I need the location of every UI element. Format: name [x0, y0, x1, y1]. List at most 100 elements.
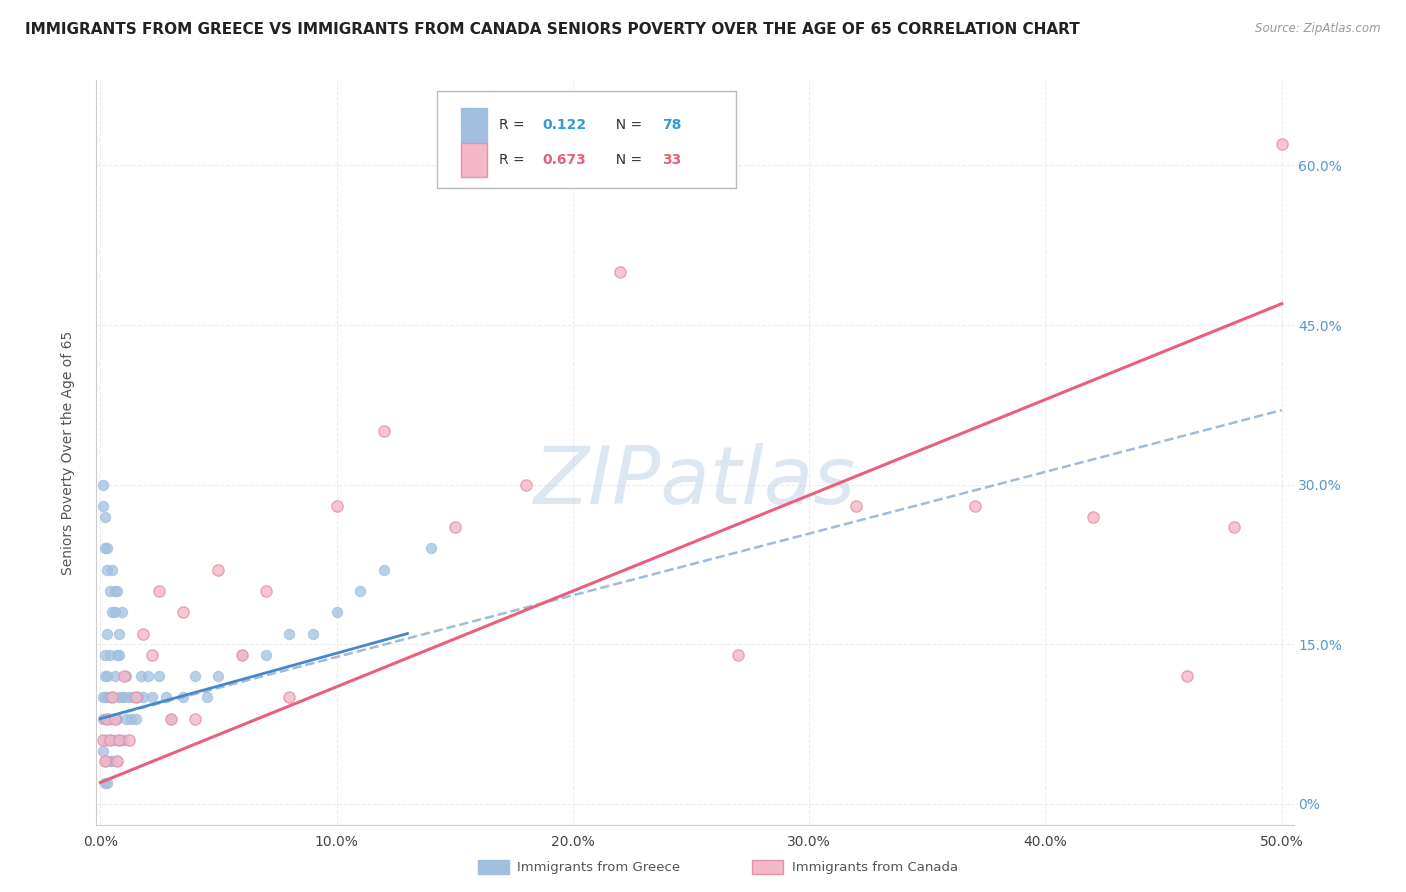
Point — [132, 626, 155, 640]
Point — [963, 499, 986, 513]
Point — [101, 605, 124, 619]
Point — [105, 584, 128, 599]
Point — [1223, 520, 1246, 534]
Point — [349, 584, 371, 599]
Point — [110, 605, 132, 619]
Point — [118, 733, 141, 747]
Point — [136, 669, 159, 683]
Point — [325, 605, 347, 619]
Point — [98, 584, 121, 599]
Point — [108, 690, 131, 705]
Point — [96, 626, 118, 640]
Text: N =: N = — [607, 118, 647, 132]
FancyBboxPatch shape — [461, 144, 488, 177]
Text: R =: R = — [499, 118, 529, 132]
Y-axis label: Seniors Poverty Over the Age of 65: Seniors Poverty Over the Age of 65 — [60, 331, 75, 574]
Point — [278, 626, 301, 640]
Point — [207, 669, 229, 683]
Point — [118, 690, 141, 705]
Point — [125, 690, 148, 705]
Text: N =: N = — [607, 153, 647, 167]
Point — [98, 648, 121, 662]
Point — [103, 605, 125, 619]
Point — [98, 712, 121, 726]
Point — [120, 712, 142, 726]
FancyBboxPatch shape — [437, 92, 737, 188]
Text: Immigrants from Canada: Immigrants from Canada — [792, 861, 957, 873]
Point — [278, 690, 301, 705]
Point — [91, 712, 114, 726]
Text: 0.673: 0.673 — [543, 153, 586, 167]
Point — [94, 775, 117, 789]
Point — [94, 541, 117, 556]
Point — [115, 669, 138, 683]
Point — [96, 669, 118, 683]
Point — [373, 425, 395, 439]
Point — [254, 648, 277, 662]
Point — [98, 690, 121, 705]
FancyBboxPatch shape — [461, 108, 488, 142]
Point — [94, 669, 117, 683]
Point — [110, 690, 132, 705]
Point — [103, 712, 125, 726]
Point — [101, 754, 124, 768]
Point — [105, 754, 128, 768]
Point — [148, 669, 170, 683]
Point — [91, 499, 114, 513]
Point — [101, 690, 124, 705]
Point — [325, 499, 347, 513]
Point — [254, 584, 277, 599]
Point — [231, 648, 253, 662]
Point — [184, 712, 207, 726]
Point — [160, 712, 183, 726]
Point — [96, 733, 118, 747]
Point — [373, 563, 395, 577]
Point — [96, 541, 118, 556]
Point — [91, 690, 114, 705]
Point — [1081, 509, 1104, 524]
Point — [155, 690, 177, 705]
Point — [101, 733, 124, 747]
Point — [94, 509, 117, 524]
Point — [1175, 669, 1198, 683]
Point — [172, 690, 194, 705]
Point — [96, 712, 118, 726]
Text: 78: 78 — [662, 118, 682, 132]
Point — [172, 605, 194, 619]
Point — [96, 775, 118, 789]
Point — [91, 477, 114, 491]
Point — [98, 754, 121, 768]
Point — [132, 690, 155, 705]
Point — [96, 754, 118, 768]
Point — [231, 648, 253, 662]
Point — [96, 690, 118, 705]
Point — [91, 733, 114, 747]
Point — [112, 690, 135, 705]
Point — [207, 563, 229, 577]
Point — [94, 754, 117, 768]
Point — [105, 754, 128, 768]
Point — [108, 626, 131, 640]
Point — [160, 712, 183, 726]
Text: Source: ZipAtlas.com: Source: ZipAtlas.com — [1256, 22, 1381, 36]
Point — [94, 690, 117, 705]
Point — [94, 754, 117, 768]
Point — [103, 733, 125, 747]
Point — [195, 690, 218, 705]
Point — [96, 712, 118, 726]
Point — [609, 265, 631, 279]
Point — [105, 648, 128, 662]
Text: 33: 33 — [662, 153, 682, 167]
Point — [94, 648, 117, 662]
Point — [94, 712, 117, 726]
Point — [129, 669, 152, 683]
Point — [108, 733, 131, 747]
Text: IMMIGRANTS FROM GREECE VS IMMIGRANTS FROM CANADA SENIORS POVERTY OVER THE AGE OF: IMMIGRANTS FROM GREECE VS IMMIGRANTS FRO… — [25, 22, 1080, 37]
Point — [108, 648, 131, 662]
Point — [845, 499, 868, 513]
Point — [105, 712, 128, 726]
Text: Immigrants from Greece: Immigrants from Greece — [517, 861, 681, 873]
Point — [443, 520, 465, 534]
Point — [515, 477, 537, 491]
Point — [125, 712, 148, 726]
